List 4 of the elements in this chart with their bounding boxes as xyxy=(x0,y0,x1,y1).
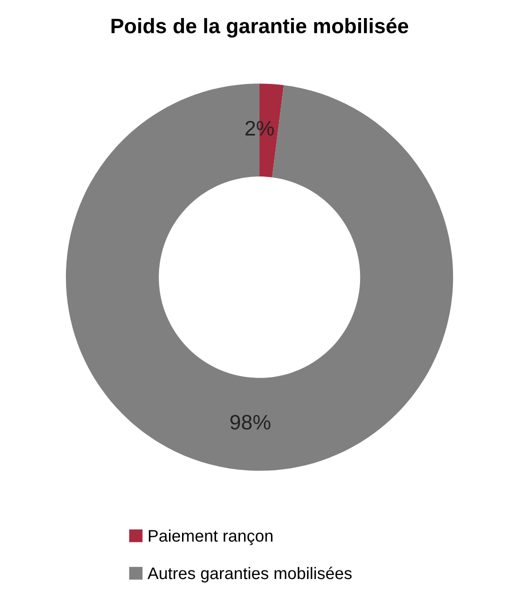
chart-title: Poids de la garantie mobilisée xyxy=(112,18,408,38)
legend-label: Paiement rançon xyxy=(148,530,272,546)
data-label: 98% xyxy=(230,414,270,430)
legend-label: Autres garanties mobilisées xyxy=(148,566,352,583)
